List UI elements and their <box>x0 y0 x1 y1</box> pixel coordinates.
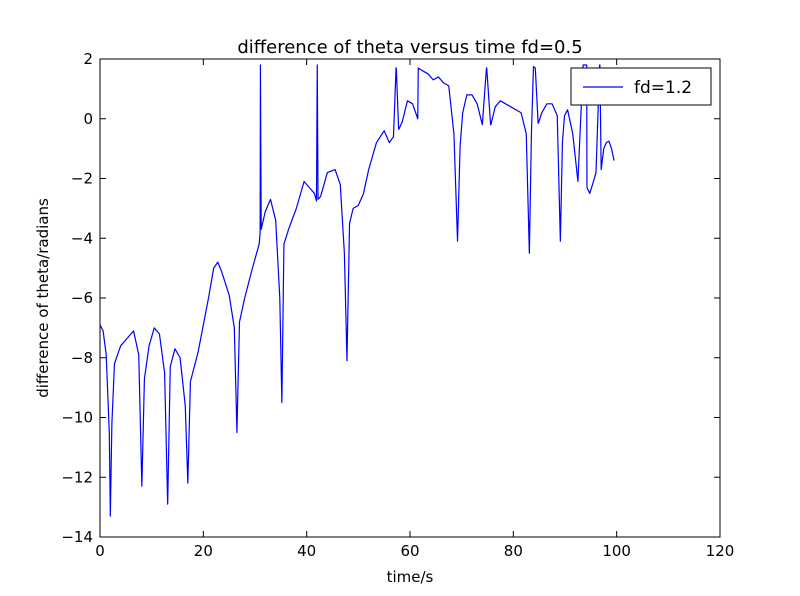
y-tick-label: 2 <box>83 50 93 68</box>
y-tick-label: −10 <box>61 409 93 427</box>
x-tick-label: 120 <box>706 542 735 560</box>
x-axis-label: time/s <box>387 568 434 586</box>
x-tick-label: 0 <box>95 542 105 560</box>
x-tick-label: 80 <box>504 542 523 560</box>
y-tick-label: −6 <box>71 289 93 307</box>
y-tick-label: −8 <box>71 349 93 367</box>
y-tick-label: −2 <box>71 170 93 188</box>
series-line-0 <box>100 64 615 517</box>
y-tick-label: −12 <box>61 468 93 486</box>
y-tick-label: 0 <box>83 110 93 128</box>
x-tick-label: 40 <box>297 542 316 560</box>
x-tick-label: 100 <box>602 542 631 560</box>
x-tick-label: 60 <box>400 542 419 560</box>
legend-label: fd=1.2 <box>634 78 692 98</box>
chart-title: difference of theta versus time fd=0.5 <box>237 37 582 58</box>
y-tick-label: −14 <box>61 528 93 546</box>
x-tick-label: 20 <box>194 542 213 560</box>
legend: fd=1.2 <box>570 67 712 106</box>
y-tick-label: −4 <box>71 229 93 247</box>
y-axis-label: difference of theta/radians <box>34 198 52 398</box>
